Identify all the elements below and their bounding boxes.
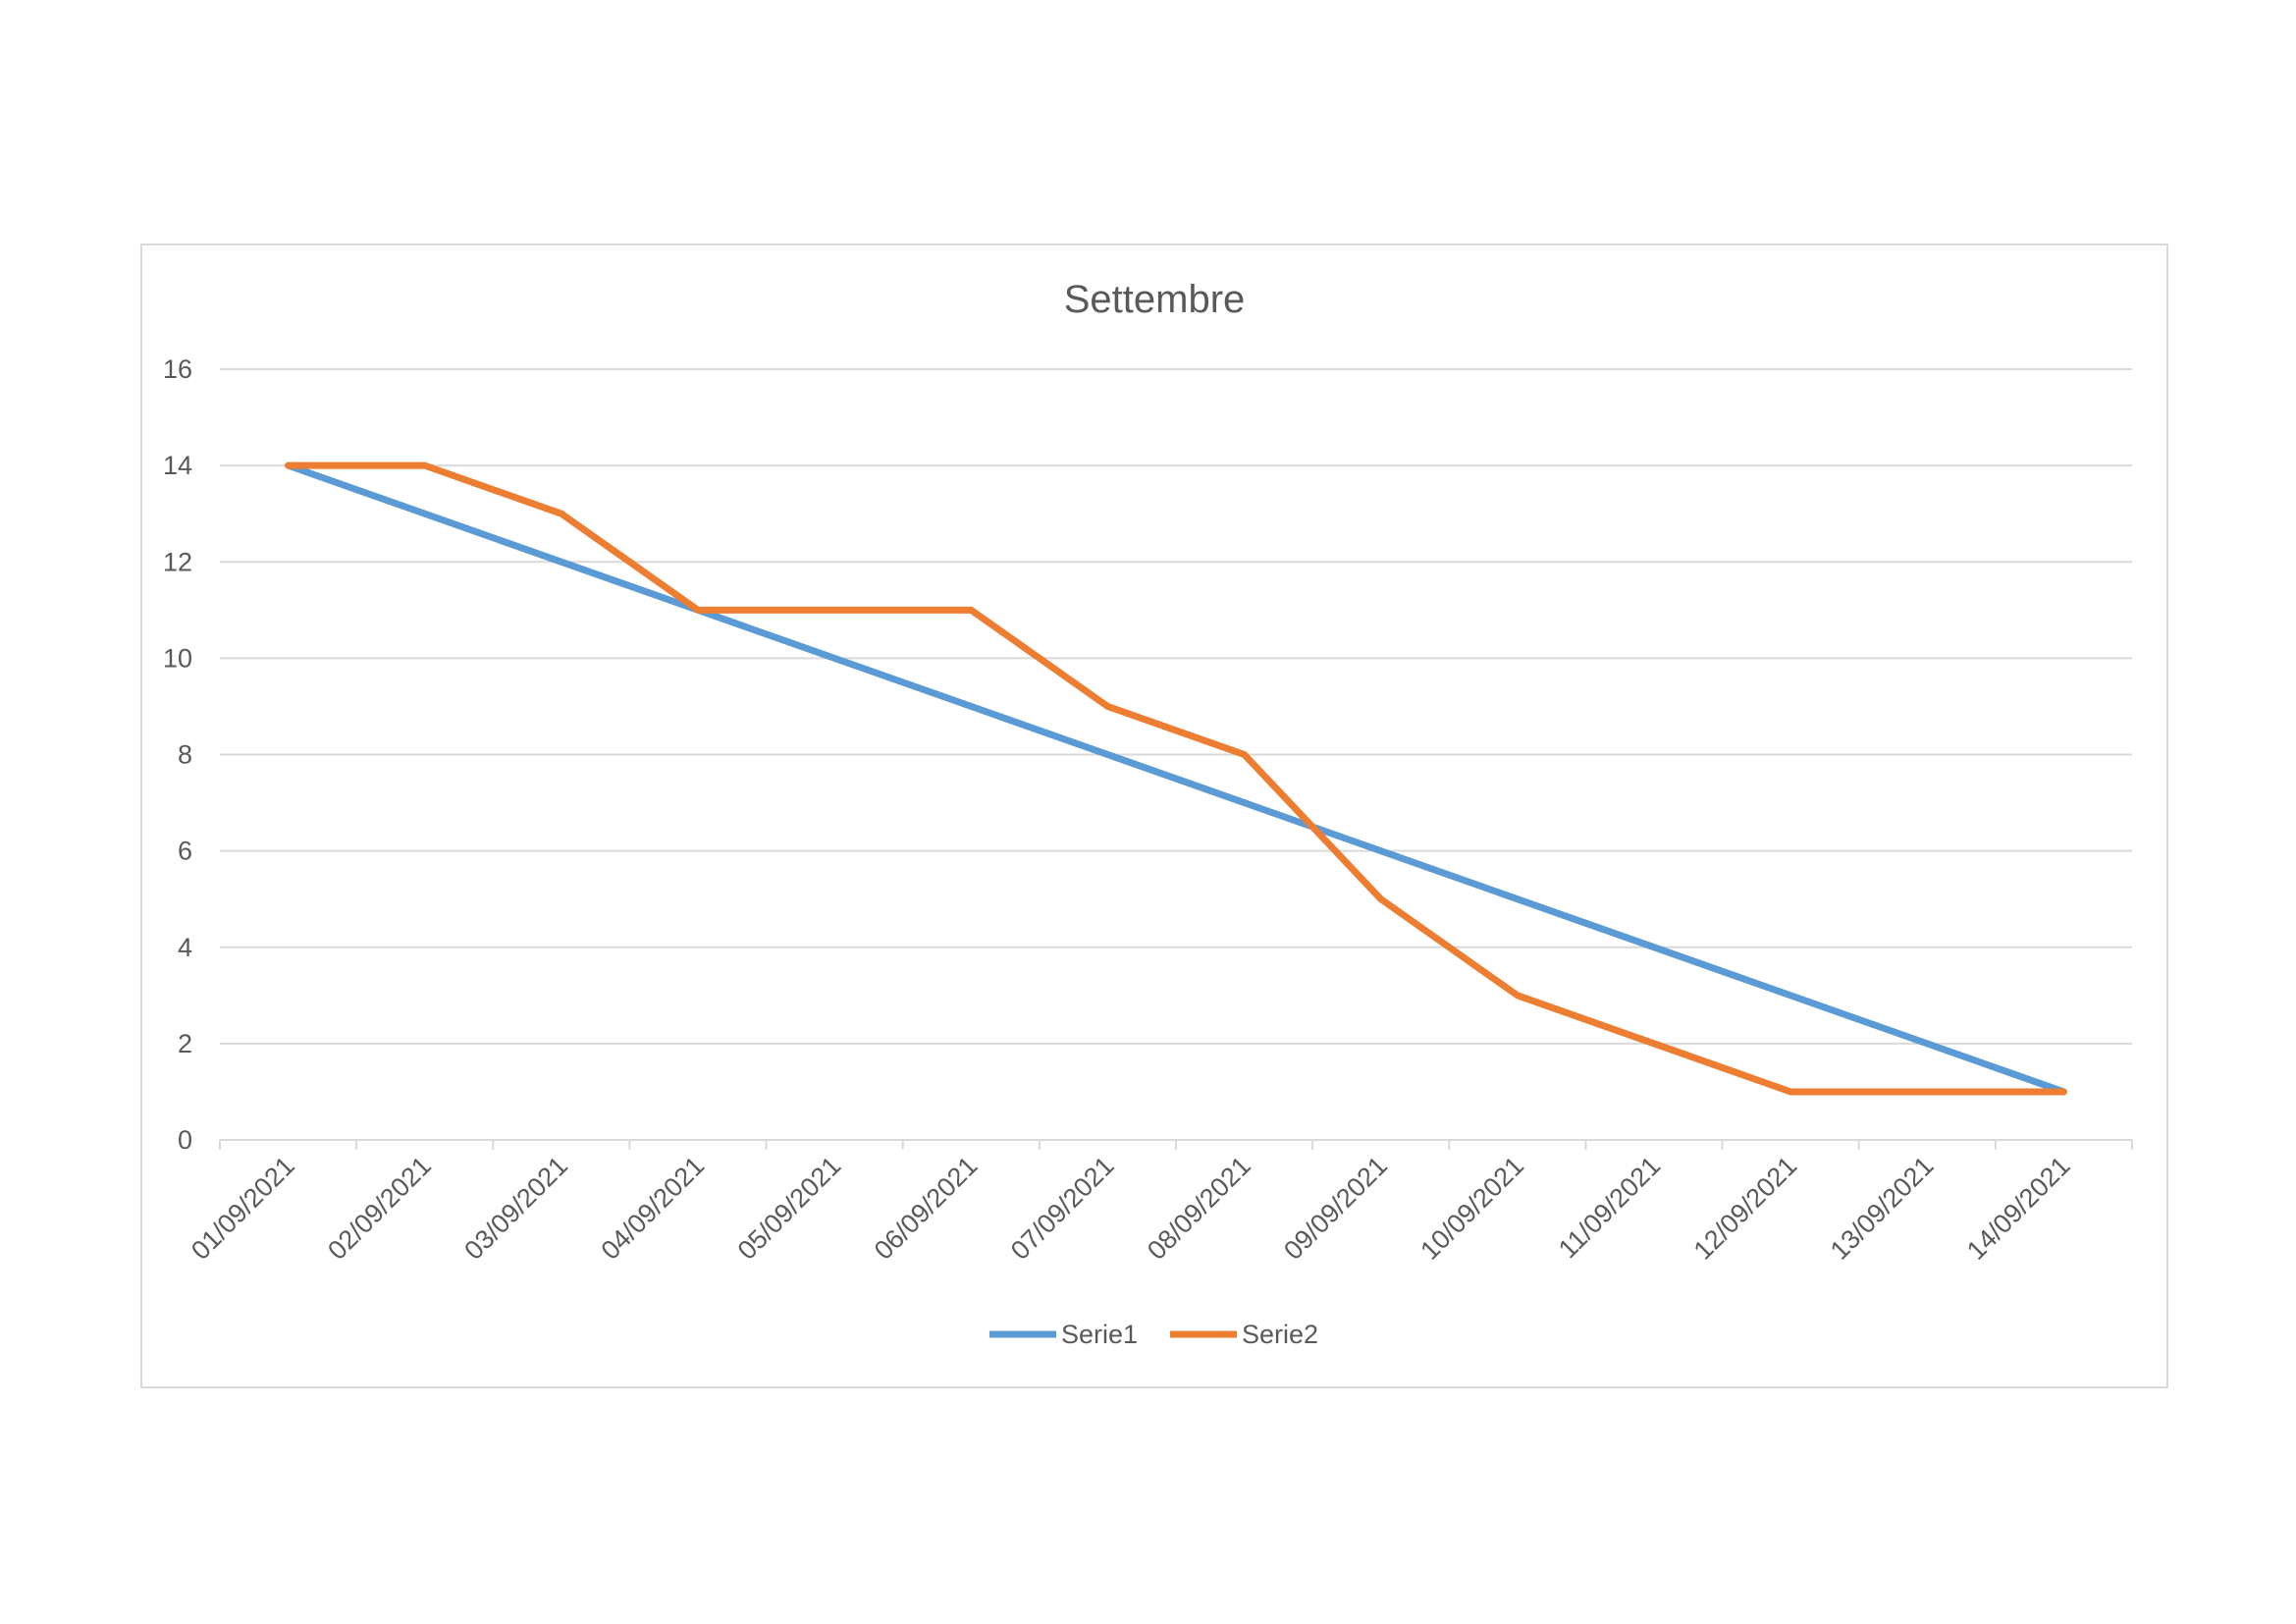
x-axis-ticks: 01/09/2021 02/09/2021 03/09/2021 04/09/2021… — [186, 1151, 2076, 1266]
legend-label: Serie1 — [1061, 1320, 1138, 1349]
y-tick-label: 14 — [163, 451, 192, 480]
legend: Serie1 Serie2 — [989, 1320, 1318, 1349]
series-line-2 — [285, 461, 2067, 1096]
x-tick-label: 09/09/2021 — [1278, 1151, 1393, 1266]
x-tick-label: 08/09/2021 — [1142, 1151, 1256, 1266]
x-tick-label: 12/09/2021 — [1688, 1151, 1803, 1266]
y-tick-label: 16 — [163, 354, 192, 384]
x-axis — [219, 1139, 2133, 1150]
y-tick-label: 12 — [163, 547, 192, 576]
y-tick-label: 6 — [178, 837, 192, 866]
x-tick-label: 04/09/2021 — [595, 1151, 710, 1266]
series-line-1 — [285, 461, 2067, 1096]
series-layer — [285, 461, 2067, 1096]
x-tick-label: 06/09/2021 — [869, 1151, 984, 1266]
x-tick-label: 14/09/2021 — [1961, 1151, 2076, 1266]
x-tick-label: 13/09/2021 — [1825, 1151, 1940, 1266]
y-tick-label: 0 — [178, 1125, 192, 1155]
x-tick-label: 02/09/2021 — [322, 1151, 437, 1266]
y-tick-label: 8 — [178, 740, 192, 770]
x-tick-label: 05/09/2021 — [732, 1151, 847, 1266]
y-tick-label: 4 — [178, 933, 192, 962]
x-tick-label: 10/09/2021 — [1415, 1151, 1529, 1266]
x-tick-label: 11/09/2021 — [1553, 1151, 1666, 1264]
y-tick-label: 10 — [163, 643, 192, 673]
chart-title: Settembre — [1064, 278, 1246, 321]
x-tick-label: 03/09/2021 — [458, 1151, 573, 1266]
x-tick-label: 07/09/2021 — [1005, 1151, 1120, 1266]
y-axis-ticks: 0 2 4 6 8 10 12 14 16 — [163, 354, 192, 1155]
gridlines — [220, 368, 2132, 1045]
y-tick-label: 2 — [178, 1029, 192, 1058]
x-tick-label: 01/09/2021 — [186, 1151, 300, 1266]
legend-label: Serie2 — [1242, 1320, 1318, 1349]
chart-frame — [140, 244, 2168, 1388]
